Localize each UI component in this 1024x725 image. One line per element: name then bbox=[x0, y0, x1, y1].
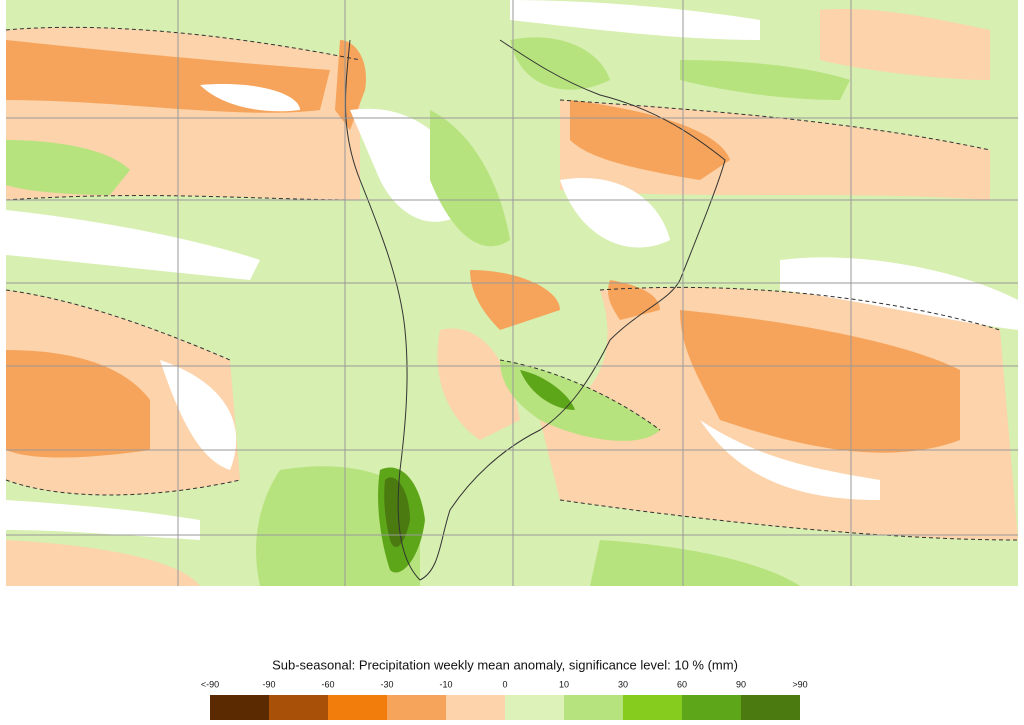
colorbar-segment bbox=[446, 695, 505, 720]
significance-contours bbox=[5, 26, 1019, 541]
colorbar-segment bbox=[682, 695, 741, 720]
colorbar-segment bbox=[623, 695, 682, 720]
colorbar: <-90 -90 -60 -30 -10 0 10 30 60 90 >90 bbox=[201, 679, 808, 720]
colorbar-label: -90 bbox=[262, 679, 275, 689]
graticule bbox=[6, 0, 1018, 586]
colorbar-segment bbox=[741, 695, 800, 720]
colorbar-label: >90 bbox=[792, 679, 807, 689]
coastlines bbox=[345, 39, 726, 581]
colorbar-label: 60 bbox=[677, 679, 687, 689]
colorbar-segment bbox=[210, 695, 269, 720]
colorbar-label: <-90 bbox=[201, 679, 219, 689]
colorbar-segment bbox=[564, 695, 623, 720]
colorbar-label: 30 bbox=[618, 679, 628, 689]
colorbar-label: 0 bbox=[502, 679, 507, 689]
map bbox=[5, 0, 1019, 586]
colorbar-label: 10 bbox=[559, 679, 569, 689]
darkest-area bbox=[384, 477, 410, 548]
map-title: Sub-seasonal: Precipitation weekly mean … bbox=[272, 657, 738, 672]
colorbar-label: -60 bbox=[321, 679, 334, 689]
colorbar-segment bbox=[387, 695, 446, 720]
colorbar-label: -30 bbox=[380, 679, 393, 689]
colorbar-segment bbox=[269, 695, 328, 720]
colorbar-segment bbox=[505, 695, 564, 720]
colorbar-label: 90 bbox=[736, 679, 746, 689]
colorbar-label: -10 bbox=[439, 679, 452, 689]
colorbar-segment bbox=[328, 695, 387, 720]
